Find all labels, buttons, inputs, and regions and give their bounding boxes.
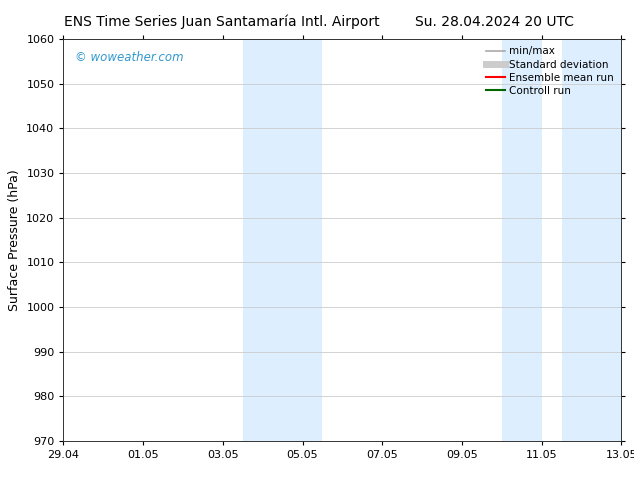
Text: © woweather.com: © woweather.com [75, 51, 183, 64]
Text: ENS Time Series Juan Santamaría Intl. Airport: ENS Time Series Juan Santamaría Intl. Ai… [64, 15, 380, 29]
Bar [243, 39, 323, 441]
Bar [501, 39, 541, 441]
Text: Su. 28.04.2024 20 UTC: Su. 28.04.2024 20 UTC [415, 15, 574, 29]
Bar [562, 39, 621, 441]
Y-axis label: Surface Pressure (hPa): Surface Pressure (hPa) [8, 169, 21, 311]
Legend: min/max, Standard deviation, Ensemble mean run, Controll run: min/max, Standard deviation, Ensemble me… [482, 42, 618, 100]
